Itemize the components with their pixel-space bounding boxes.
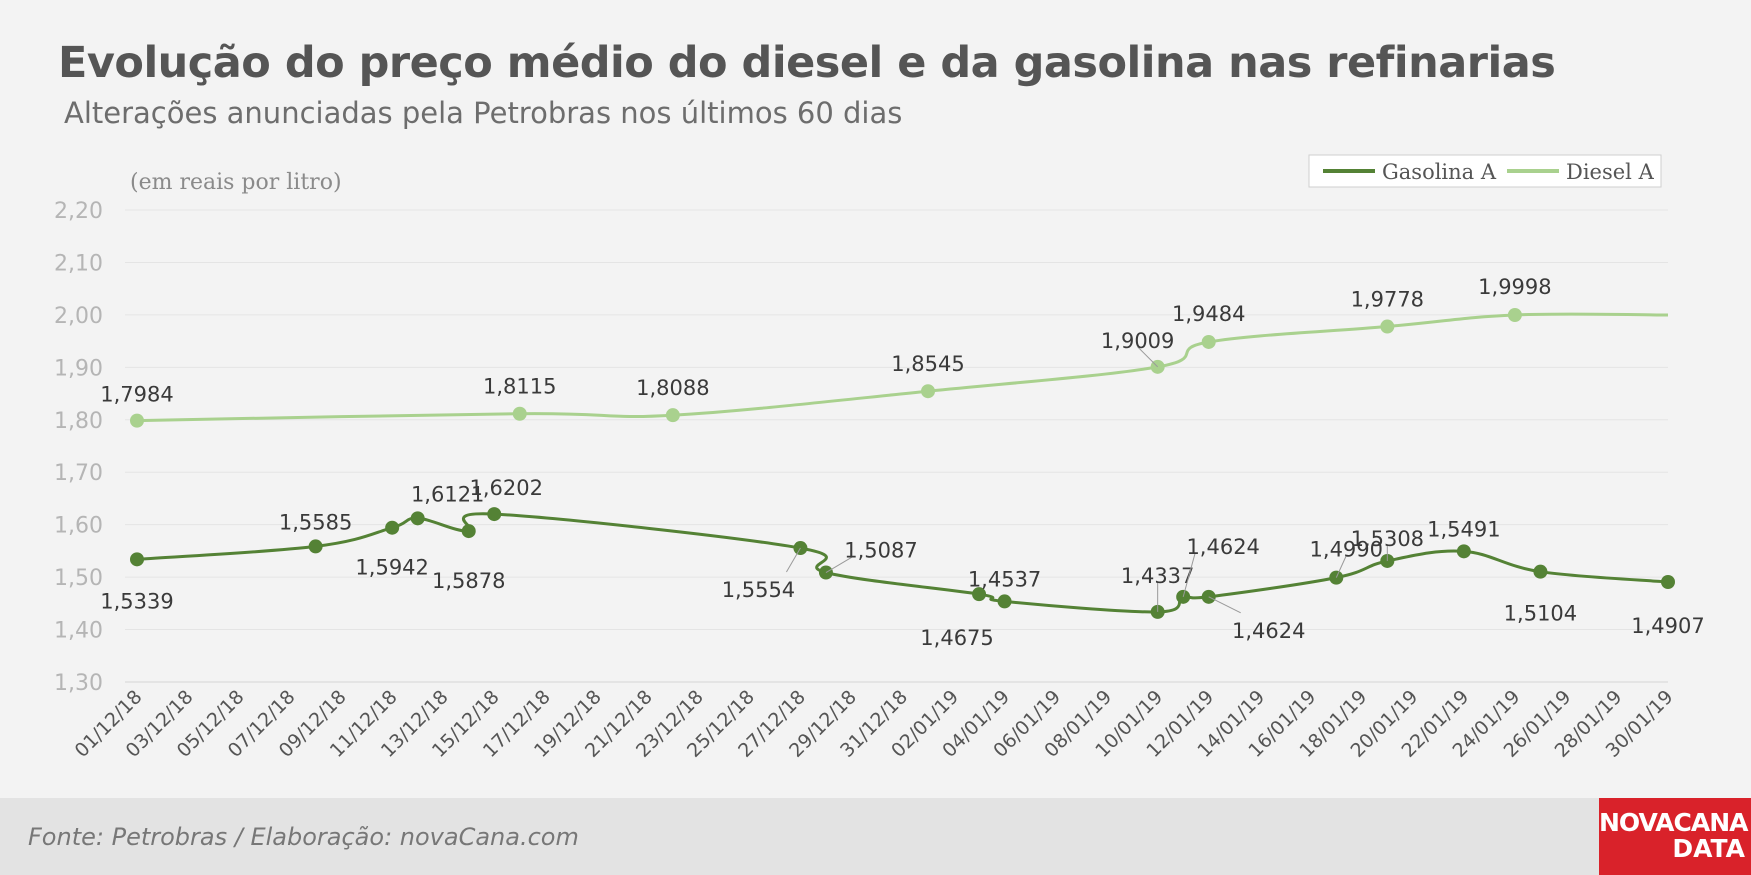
data-label: 1,6202 bbox=[469, 476, 542, 500]
label-leader bbox=[786, 547, 801, 573]
legend-label-gasolina: Gasolina A bbox=[1382, 160, 1497, 184]
y-axis: 1,30 1,40 1,50 1,60 1,70 1,80 1,90 2,00 2,10 2,20 bbox=[54, 199, 103, 696]
y-tick-label: 1,50 bbox=[54, 566, 103, 591]
data-label: 1,8088 bbox=[636, 376, 709, 400]
data-label: 1,4624 bbox=[1186, 535, 1259, 559]
novacana-logo: NOVACANA DATA bbox=[1599, 798, 1751, 875]
label-leader bbox=[1182, 552, 1196, 597]
logo-line-1: NOVACANA bbox=[1599, 808, 1748, 837]
data-label: 1,9009 bbox=[1101, 329, 1174, 353]
data-label: 1,5554 bbox=[722, 578, 795, 602]
y-tick-label: 1,30 bbox=[54, 671, 103, 696]
logo-line-2: DATA bbox=[1672, 834, 1745, 863]
y-tick-label: 1,70 bbox=[54, 461, 103, 486]
data-point bbox=[512, 406, 527, 421]
data-label: 1,4537 bbox=[968, 567, 1041, 591]
data-point bbox=[1456, 544, 1471, 559]
label-leader bbox=[825, 556, 854, 573]
data-label: 1,4990 bbox=[1310, 538, 1383, 562]
data-label: 1,7984 bbox=[100, 383, 173, 407]
data-point bbox=[1661, 574, 1675, 589]
legend: Gasolina A Diesel A bbox=[1308, 154, 1662, 188]
data-point bbox=[461, 524, 476, 539]
data-point bbox=[665, 408, 680, 423]
data-label: 1,9778 bbox=[1351, 288, 1424, 312]
data-point bbox=[410, 511, 425, 526]
chart-subtitle: Alterações anunciadas pela Petrobras nos… bbox=[64, 96, 903, 130]
y-tick-label: 1,90 bbox=[54, 356, 103, 381]
label-leader bbox=[1137, 346, 1159, 368]
data-label: 1,5339 bbox=[100, 589, 173, 613]
data-point bbox=[997, 594, 1012, 609]
y-tick-label: 2,00 bbox=[54, 304, 103, 329]
x-axis: 01/12/1803/12/1805/12/1807/12/1809/12/18… bbox=[71, 686, 1678, 762]
data-point bbox=[385, 520, 400, 535]
source-note: Fonte: Petrobras / Elaboração: novaCana.… bbox=[28, 823, 579, 851]
data-label: 1,8115 bbox=[483, 375, 556, 399]
gridlines bbox=[125, 209, 1668, 683]
data-label: 1,9484 bbox=[1172, 302, 1245, 326]
data-point bbox=[1507, 307, 1522, 322]
data-point bbox=[921, 384, 936, 399]
data-point bbox=[1380, 319, 1395, 334]
data-label: 1,6121 bbox=[411, 482, 484, 506]
label-leader bbox=[1335, 555, 1347, 578]
y-tick-label: 1,40 bbox=[54, 619, 103, 644]
label-leader bbox=[1208, 596, 1241, 614]
data-point bbox=[972, 587, 987, 602]
unit-label: (em reais por litro) bbox=[130, 170, 342, 195]
y-tick-label: 1,60 bbox=[54, 514, 103, 539]
data-point bbox=[487, 507, 502, 522]
data-point bbox=[308, 539, 323, 554]
line-chart: 1,30 1,40 1,50 1,60 1,70 1,80 1,90 2,00 2,10 2,20… bbox=[54, 154, 1705, 762]
data-label: 1,5491 bbox=[1427, 517, 1500, 541]
data-label: 1,8545 bbox=[891, 352, 964, 376]
y-tick-label: 1,80 bbox=[54, 409, 103, 434]
data-label: 1,4624 bbox=[1232, 619, 1305, 643]
data-label: 1,4337 bbox=[1121, 564, 1194, 588]
data-point bbox=[1201, 334, 1216, 349]
data-label: 1,5308 bbox=[1351, 527, 1424, 551]
y-tick-label: 2,20 bbox=[54, 199, 103, 224]
data-label: 1,9998 bbox=[1478, 275, 1551, 299]
footer-bar bbox=[0, 798, 1751, 875]
data-point bbox=[130, 552, 144, 567]
data-label: 1,5087 bbox=[844, 539, 917, 563]
data-label: 1,5104 bbox=[1504, 602, 1577, 626]
data-label: 1,5878 bbox=[432, 569, 505, 593]
chart-title: Evolução do preço médio do diesel e da g… bbox=[58, 38, 1556, 88]
data-label: 1,4675 bbox=[920, 626, 993, 650]
data-point bbox=[1533, 564, 1548, 579]
data-label: 1,5585 bbox=[279, 510, 352, 534]
data-label: 1,4907 bbox=[1631, 614, 1704, 638]
legend-label-diesel: Diesel A bbox=[1566, 160, 1655, 184]
data-label: 1,5942 bbox=[355, 556, 428, 580]
data-point bbox=[130, 413, 144, 428]
y-tick-label: 2,10 bbox=[54, 251, 103, 276]
